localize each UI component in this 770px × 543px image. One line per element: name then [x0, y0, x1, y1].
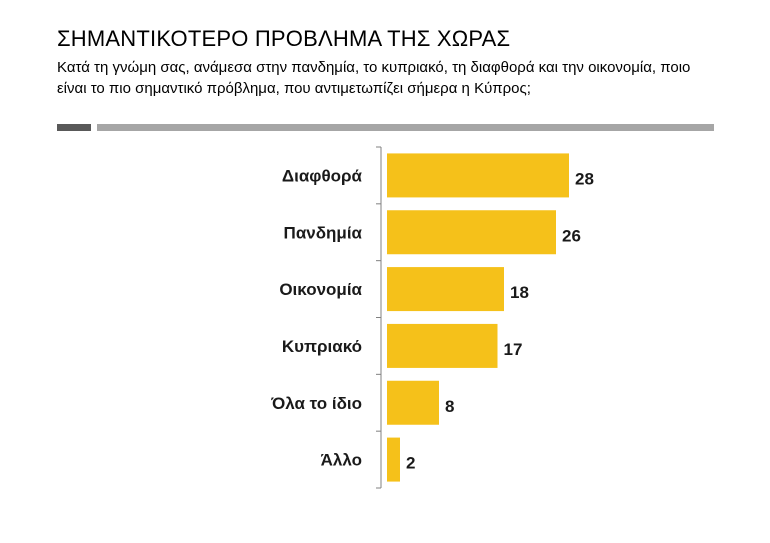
bar: [387, 380, 439, 425]
bar: [387, 323, 498, 368]
category-label: Διαφθορά: [282, 166, 363, 185]
y-axis-ticks: [376, 146, 381, 489]
category-label: Οικονομία: [279, 280, 362, 299]
category-label: Πανδημία: [284, 223, 363, 242]
category-label: Άλλο: [321, 451, 362, 470]
data-label: 17: [504, 340, 523, 359]
chart-subtitle: Κατά τη γνώμη σας, ανάμεσα στην πανδημία…: [57, 59, 691, 97]
data-label: 26: [562, 226, 581, 245]
data-label: 2: [406, 454, 415, 473]
category-label: Κυπριακό: [282, 337, 362, 356]
category-label: Όλα το ίδιο: [270, 394, 362, 413]
bar: [387, 437, 400, 482]
bar: [387, 210, 556, 255]
data-label: 18: [510, 283, 529, 302]
data-label: 28: [575, 169, 594, 188]
chart-title: ΣΗΜΑΝΤΙΚΟΤΕΡΟ ΠΡΟΒΛΗΜΑ ΤΗΣ ΧΩΡΑΣ: [57, 26, 511, 51]
bar: [387, 153, 569, 198]
bar: [387, 267, 504, 312]
header-rule-dark: [57, 124, 91, 131]
header-rule-light: [97, 124, 714, 131]
data-label: 8: [445, 397, 454, 416]
